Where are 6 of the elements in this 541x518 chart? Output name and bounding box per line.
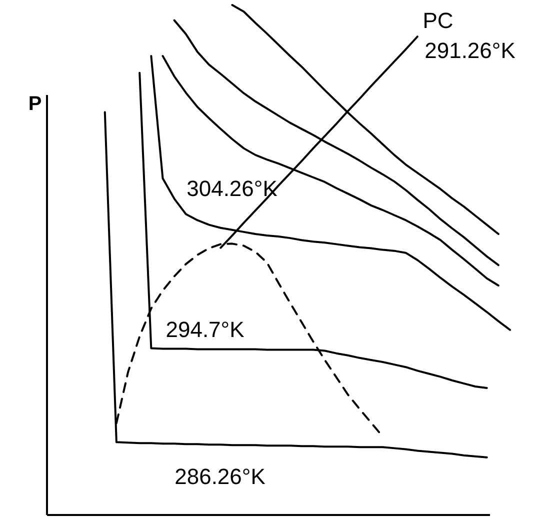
- y-axis-title: P: [28, 93, 42, 115]
- annotation: 304.26°K: [186, 176, 278, 201]
- annotation: PC: [422, 8, 454, 33]
- annotation: 294.7°K: [166, 316, 245, 342]
- annotation: 291.26°K: [424, 38, 516, 63]
- annotation: 286.26°K: [174, 464, 266, 489]
